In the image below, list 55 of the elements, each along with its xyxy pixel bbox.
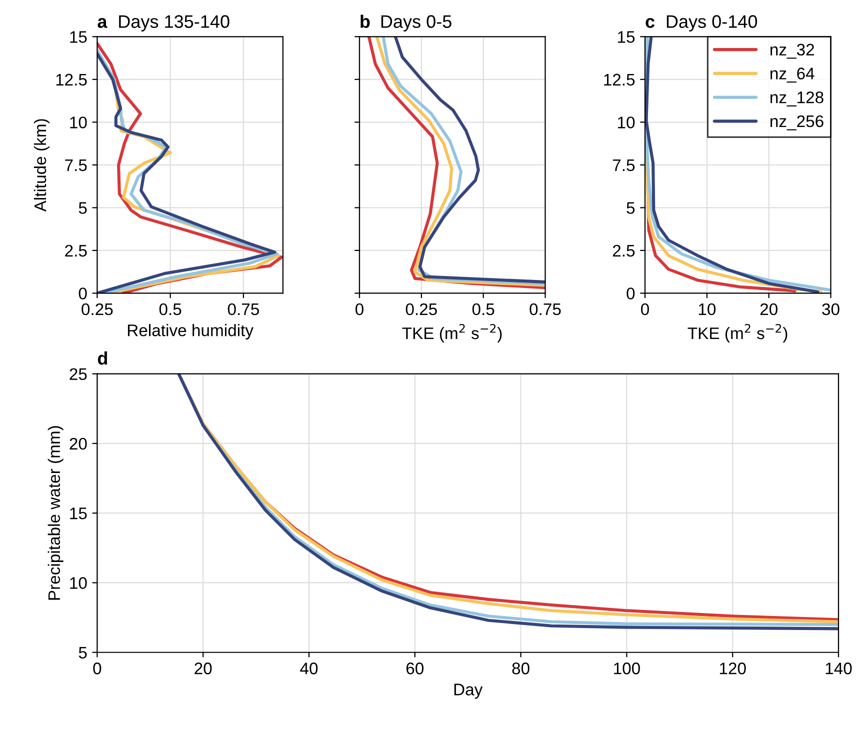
y-tick-label: 15 (70, 31, 87, 43)
legend-label: nz_32 (770, 44, 814, 59)
x-tick-label: 0 (355, 303, 364, 316)
x-tick-label: 0.75 (228, 303, 259, 316)
text: b (360, 14, 370, 28)
x-tick-label: 0.5 (159, 303, 182, 316)
x-axis-title: Relative humidity (128, 324, 254, 340)
y-tick-label: 5 (78, 646, 87, 659)
y-tick-label: 0 (626, 288, 635, 300)
text: d (98, 351, 108, 365)
x-tick-label: 120 (720, 662, 746, 674)
x-tick-label: 30 (822, 303, 840, 316)
text: a (98, 18, 108, 28)
x-tick-label: 20 (760, 303, 778, 316)
legend-label: nz_128 (770, 91, 824, 106)
y-tick-label: 20 (70, 438, 87, 450)
x-tick-label: 100 (614, 662, 640, 674)
y-tick-label: 10 (70, 577, 87, 589)
legend-label: nz_256 (770, 115, 824, 130)
x-tick-label: 40 (300, 662, 318, 674)
x-tick-label: 20 (194, 662, 212, 674)
x-tick-label: 0 (93, 662, 102, 674)
x-tick-label: 0.25 (82, 303, 113, 316)
y-tick-label: 2.5 (65, 244, 87, 257)
x-tick-label: 0 (641, 303, 649, 316)
y-tick-label: 25 (70, 368, 87, 380)
y-tick-label: 2.5 (612, 244, 635, 257)
x-tick-label: 60 (406, 662, 424, 674)
y-tick-label: 5 (626, 202, 635, 214)
y-tick-label: 10 (618, 116, 635, 128)
y-tick-label: 0 (78, 288, 87, 300)
y-tick-label: 5 (78, 202, 87, 214)
x-tick-label: 0.75 (530, 303, 561, 316)
y-tick-label: 7.5 (65, 160, 87, 172)
y-tick-label: 12.5 (56, 74, 87, 86)
x-tick-label: 140 (826, 662, 852, 674)
y-tick-label: 15 (618, 31, 635, 43)
x-axis-title: Day (454, 684, 483, 699)
x-tick-label: 0.5 (472, 303, 494, 316)
x-tick-label: 10 (698, 303, 716, 316)
y-tick-label: 15 (70, 508, 87, 520)
x-tick-label: 80 (512, 662, 530, 674)
y-tick-label: 10 (70, 116, 87, 128)
y-axis-title: Altitude (km) (34, 119, 50, 212)
x-axis-title: TKE (m$^{2}$ s$^{−2}$) (688, 324, 788, 343)
chart-title: Days 0-5 (381, 15, 452, 32)
y-axis-title: Precipitable water (mm) (48, 426, 64, 600)
chart-title: Days 135-140 (119, 15, 230, 32)
text: c (646, 18, 655, 28)
y-tick-label: 7.5 (612, 160, 635, 172)
y-tick-label: 12.5 (604, 74, 635, 86)
legend-label: nz_64 (770, 68, 814, 83)
x-axis-title: TKE (m$^{2}$ s$^{−2}$) (402, 324, 502, 343)
chart-title: Days 0-140 (666, 15, 758, 32)
x-tick-label: 0.25 (406, 303, 437, 316)
